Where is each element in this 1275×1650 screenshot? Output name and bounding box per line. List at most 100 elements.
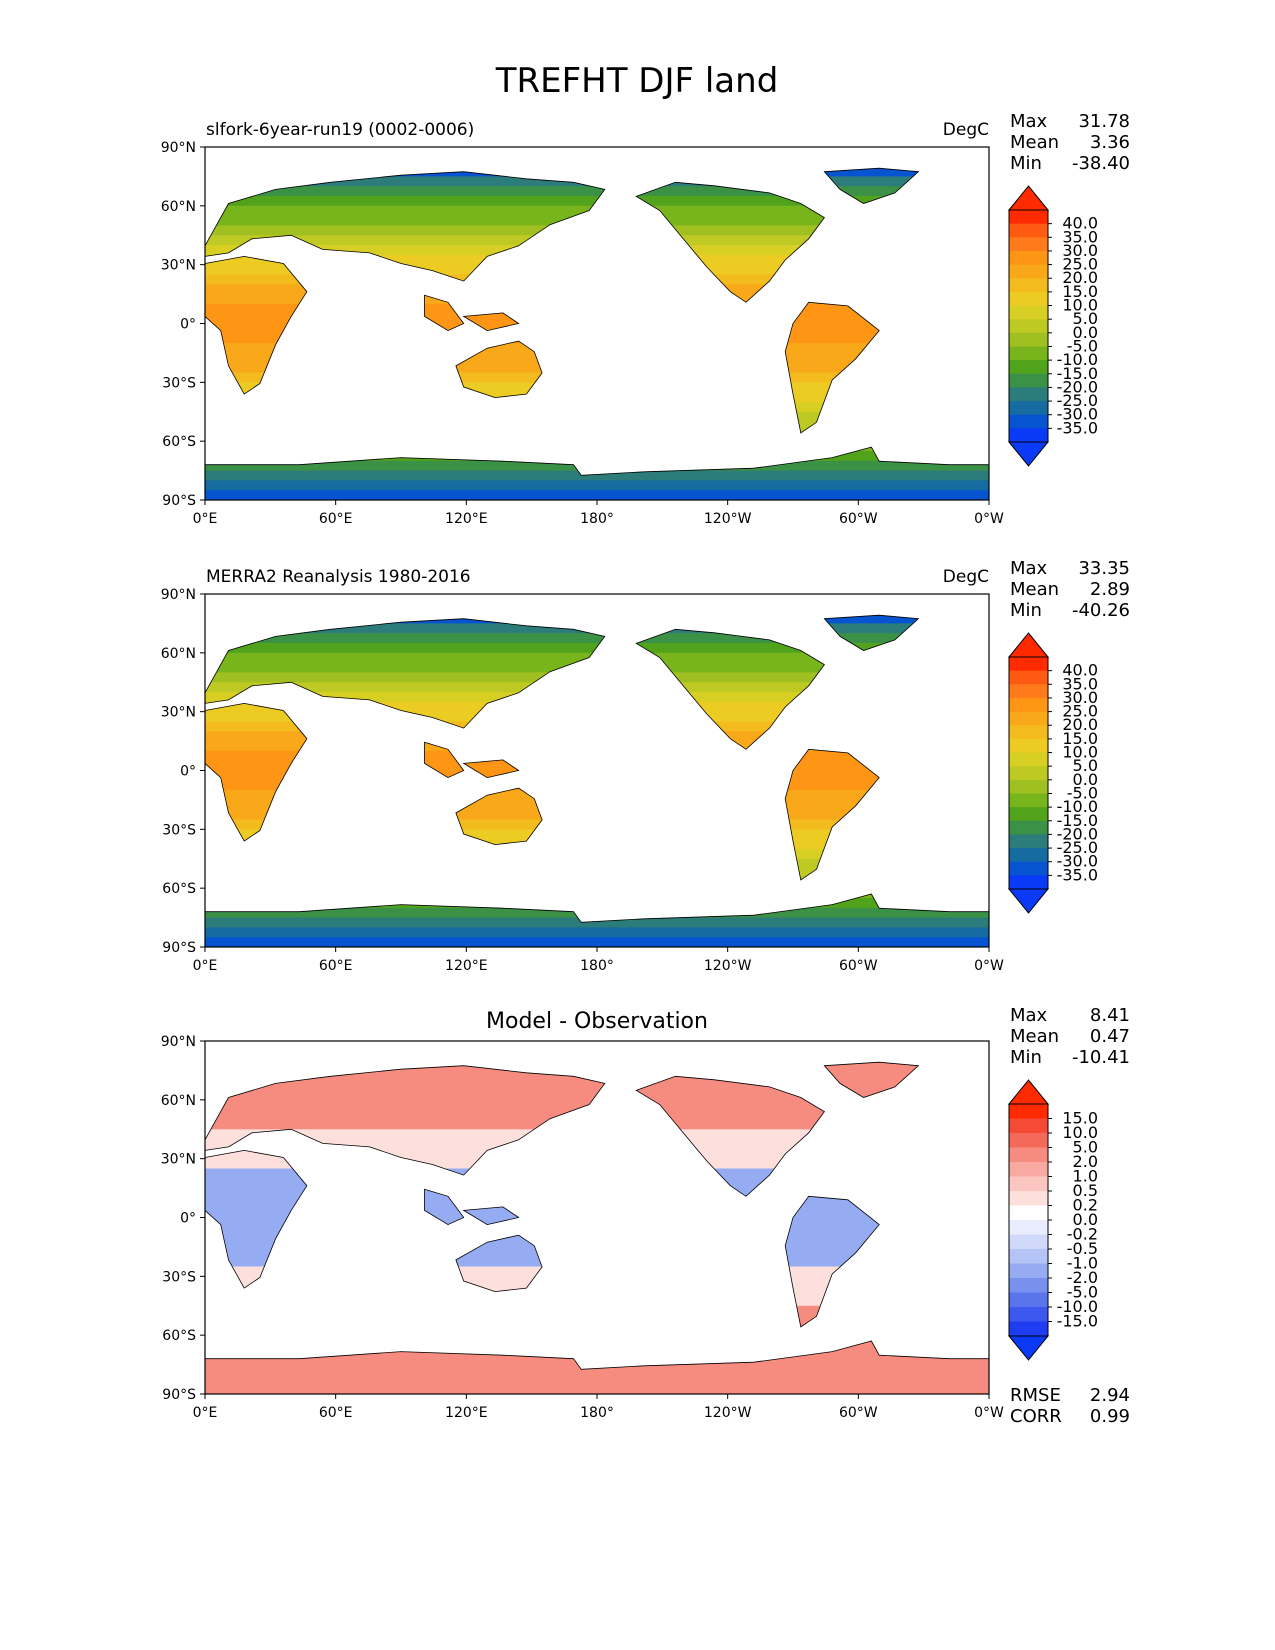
colorbar-bin: [1009, 319, 1048, 334]
colorbar-bin: [1009, 1263, 1048, 1279]
stat-label-mean: Mean: [1010, 1026, 1059, 1047]
colorbar-tick-label: 5.0: [1073, 309, 1098, 328]
colorbar-max-arrow: [1007, 1079, 1050, 1105]
colorbar-tick-label: 30.0: [1062, 688, 1098, 707]
colorbar-bin: [1009, 332, 1048, 347]
colorbar-bin: [1009, 1118, 1048, 1134]
colorbar-bin: [1009, 250, 1048, 266]
colorbar-tick-label: 1.0: [1073, 1167, 1098, 1186]
lon-tick-label: 120°E: [445, 958, 488, 974]
colorbar-tick-label: -25.0: [1057, 391, 1098, 410]
colorbar-tick-label: 0.5: [1073, 1181, 1098, 1200]
lon-tick-label: 120°W: [704, 511, 752, 527]
stat-value-mean: 0.47: [1090, 1026, 1130, 1047]
colorbar-tick-label: -15.0: [1057, 1312, 1098, 1331]
lon-tick-label: 60°W: [839, 1405, 878, 1421]
colorbar-tick-label: 20.0: [1062, 268, 1098, 287]
colorbar-tick-label: -10.0: [1057, 1297, 1098, 1316]
colorbar-tick-label: 40.0: [1062, 214, 1098, 233]
coastline: [823, 614, 920, 651]
colorbar-bin: [1009, 1104, 1048, 1119]
colorbar-bin: [1009, 1220, 1048, 1235]
colorbar-bin: [1009, 766, 1048, 781]
colorbar-bin: [1009, 1249, 1048, 1264]
stat-value-min: -38.40: [1072, 153, 1130, 174]
coastline: [205, 1340, 989, 1394]
colorbar-bin: [1009, 264, 1048, 279]
stat-value-mean: 3.36: [1090, 132, 1130, 153]
coastline: [205, 171, 606, 282]
colorbar-bin: [1009, 657, 1048, 672]
coastline: [424, 741, 465, 779]
colorbar-tick-label: -20.0: [1057, 824, 1098, 843]
lon-tick-label: 180°: [580, 1405, 614, 1421]
map-area: [204, 1040, 990, 1395]
colorbar-bin: [1009, 1176, 1048, 1192]
panel-left-title: slfork-6year-run19 (0002-0006): [206, 120, 474, 140]
colorbar-min-arrow: [1007, 441, 1050, 467]
lon-tick-label: 60°W: [839, 511, 878, 527]
colorbar-bin: [1009, 401, 1048, 416]
stats-block: Max 8.41 Mean 0.47 Min -10.41: [1010, 1005, 1130, 1068]
lat-tick-label: 30°S: [162, 1269, 196, 1285]
lat-tick-label: 60°S: [162, 881, 196, 897]
colorbar-tick-label: 15.0: [1062, 1109, 1098, 1128]
coastline: [455, 340, 543, 399]
error-stats: RMSE 2.94 CORR 0.99: [1010, 1385, 1130, 1427]
colorbar-bin: [1009, 848, 1048, 863]
coastline: [784, 301, 880, 434]
lat-tick-label: 90°N: [161, 140, 196, 156]
colorbar-bin: [1009, 1307, 1048, 1322]
coastline: [462, 1206, 520, 1226]
colorbar-tick-label: -25.0: [1057, 838, 1098, 857]
lon-tick-label: 0°W: [974, 511, 1004, 527]
colorbar-tick-label: -5.0: [1067, 1283, 1098, 1302]
stat-label-max: Max: [1010, 558, 1048, 579]
colorbar: 15.010.05.02.01.00.50.20.0-0.2-0.5-1.0-2…: [1007, 1079, 1098, 1361]
colorbar-tick-label: -15.0: [1057, 811, 1098, 830]
colorbar-tick-label: 10.0: [1062, 1123, 1098, 1142]
coastline: [205, 702, 308, 842]
coastline: [635, 181, 825, 303]
colorbar-tick-label: 35.0: [1062, 227, 1098, 246]
colorbar-tick-label: 5.0: [1073, 1138, 1098, 1157]
corr-label: CORR: [1010, 1406, 1062, 1427]
landmass-field: [824, 168, 919, 204]
stat-label-min: Min: [1010, 600, 1042, 621]
colorbar-tick-label: -2.0: [1067, 1268, 1098, 1287]
stat-label-min: Min: [1010, 1047, 1042, 1068]
panel-left-title: MERRA2 Reanalysis 1980-2016: [206, 567, 471, 587]
panel-3: Model - Observation 90°N 60°N 30°N 0° 30°S 60°…: [161, 1005, 1130, 1427]
stat-value-mean: 2.89: [1090, 579, 1130, 600]
colorbar-bin: [1009, 834, 1048, 849]
lat-tick-label: 90°S: [162, 493, 196, 509]
colorbar-bin: [1009, 697, 1048, 713]
landmass-field: [824, 1062, 919, 1098]
colorbar-max-arrow: [1007, 632, 1050, 658]
colorbar-bin: [1009, 779, 1048, 794]
colorbar-tick-label: 10.0: [1062, 296, 1098, 315]
lon-tick-label: 60°W: [839, 958, 878, 974]
lon-tick-label: 120°W: [704, 1405, 752, 1421]
coastline: [424, 1188, 465, 1226]
colorbar-bin: [1009, 1234, 1048, 1250]
colorbar-tick-label: 0.2: [1073, 1196, 1098, 1215]
coastline: [823, 167, 920, 204]
colorbar-tick-label: 2.0: [1073, 1152, 1098, 1171]
colorbar-bin: [1009, 428, 1048, 443]
stat-value-min: -10.41: [1072, 1047, 1130, 1068]
map-area: [204, 146, 990, 501]
colorbar-tick-label: 20.0: [1062, 715, 1098, 734]
lat-tick-label: 60°N: [161, 199, 196, 215]
colorbar-tick-label: -0.5: [1067, 1239, 1098, 1258]
colorbar-tick-label: 5.0: [1073, 756, 1098, 775]
stat-label-max: Max: [1010, 111, 1048, 132]
colorbar-max-arrow: [1007, 185, 1050, 211]
colorbar-bin: [1009, 1278, 1048, 1293]
colorbar-tick-label: -10.0: [1057, 797, 1098, 816]
lon-tick-label: 0°W: [974, 1405, 1004, 1421]
colorbar-bin: [1009, 1191, 1048, 1206]
colorbar-bin: [1009, 237, 1048, 252]
colorbar-bin: [1009, 1205, 1048, 1221]
